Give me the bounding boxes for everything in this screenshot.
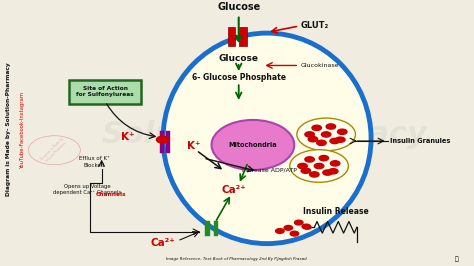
Circle shape bbox=[302, 224, 310, 229]
Circle shape bbox=[321, 132, 331, 137]
Text: Site of Action
for Sulfonylureas: Site of Action for Sulfonylureas bbox=[76, 86, 134, 97]
Circle shape bbox=[275, 229, 284, 233]
FancyBboxPatch shape bbox=[205, 221, 210, 236]
Circle shape bbox=[323, 170, 332, 175]
Ellipse shape bbox=[163, 33, 371, 244]
Circle shape bbox=[298, 163, 307, 169]
Circle shape bbox=[156, 136, 169, 143]
Text: Insulin Granules: Insulin Granules bbox=[390, 138, 450, 144]
Circle shape bbox=[284, 226, 292, 230]
Text: Glucokinase: Glucokinase bbox=[300, 63, 338, 68]
Circle shape bbox=[317, 140, 326, 146]
Circle shape bbox=[305, 132, 314, 137]
Text: Diagram is Made by
Solution-Pharmacy: Diagram is Made by Solution-Pharmacy bbox=[41, 136, 68, 164]
Text: K⁺: K⁺ bbox=[121, 132, 134, 142]
Circle shape bbox=[328, 169, 338, 174]
Text: K⁺: K⁺ bbox=[187, 141, 201, 151]
Circle shape bbox=[336, 137, 345, 142]
Text: Image Reference- Text Book of Pharmacology 2nd By P.Jagdish Prasad: Image Reference- Text Book of Pharmacolo… bbox=[166, 257, 307, 261]
Circle shape bbox=[305, 157, 314, 162]
Circle shape bbox=[326, 124, 336, 129]
Text: GLUT₂: GLUT₂ bbox=[300, 21, 328, 30]
Text: Glucose: Glucose bbox=[219, 53, 259, 63]
Text: 🔊: 🔊 bbox=[454, 257, 458, 262]
Circle shape bbox=[330, 138, 339, 144]
Text: Opens up Voltage
dependent Ca²⁺ Channels: Opens up Voltage dependent Ca²⁺ Channels bbox=[53, 184, 121, 195]
Circle shape bbox=[308, 136, 318, 142]
Circle shape bbox=[304, 226, 311, 229]
Text: Ca²⁺: Ca²⁺ bbox=[151, 238, 175, 248]
Circle shape bbox=[314, 163, 324, 169]
Text: Insulin Release: Insulin Release bbox=[303, 207, 368, 216]
FancyBboxPatch shape bbox=[214, 221, 218, 236]
Ellipse shape bbox=[211, 120, 294, 170]
Circle shape bbox=[290, 231, 299, 236]
Text: Efflux of K⁺
Blocked: Efflux of K⁺ Blocked bbox=[79, 156, 110, 168]
FancyBboxPatch shape bbox=[160, 131, 164, 153]
Text: YouTube-Facebook-Instagram: YouTube-Facebook-Instagram bbox=[20, 91, 25, 168]
Circle shape bbox=[301, 168, 310, 173]
Circle shape bbox=[337, 129, 347, 134]
Text: Mitochondria: Mitochondria bbox=[228, 142, 277, 148]
Circle shape bbox=[319, 155, 328, 161]
Text: Solution-Pharmacy: Solution-Pharmacy bbox=[102, 120, 428, 149]
FancyBboxPatch shape bbox=[70, 80, 141, 104]
Text: Channels: Channels bbox=[95, 192, 126, 197]
FancyBboxPatch shape bbox=[166, 131, 170, 153]
Circle shape bbox=[290, 150, 348, 182]
Circle shape bbox=[297, 118, 356, 151]
Text: Increase ADP/ATP: Increase ADP/ATP bbox=[242, 167, 297, 172]
Circle shape bbox=[312, 125, 321, 130]
Circle shape bbox=[310, 172, 319, 177]
Text: Glucose: Glucose bbox=[217, 2, 260, 12]
Text: 6- Glucose Phosphate: 6- Glucose Phosphate bbox=[191, 73, 286, 82]
FancyBboxPatch shape bbox=[228, 27, 236, 46]
Circle shape bbox=[294, 220, 303, 225]
Circle shape bbox=[330, 161, 340, 166]
Text: Ca²⁺: Ca²⁺ bbox=[222, 185, 246, 195]
FancyBboxPatch shape bbox=[239, 27, 247, 46]
Text: Diagram is Made by- Solution-Pharmacy: Diagram is Made by- Solution-Pharmacy bbox=[6, 62, 11, 196]
